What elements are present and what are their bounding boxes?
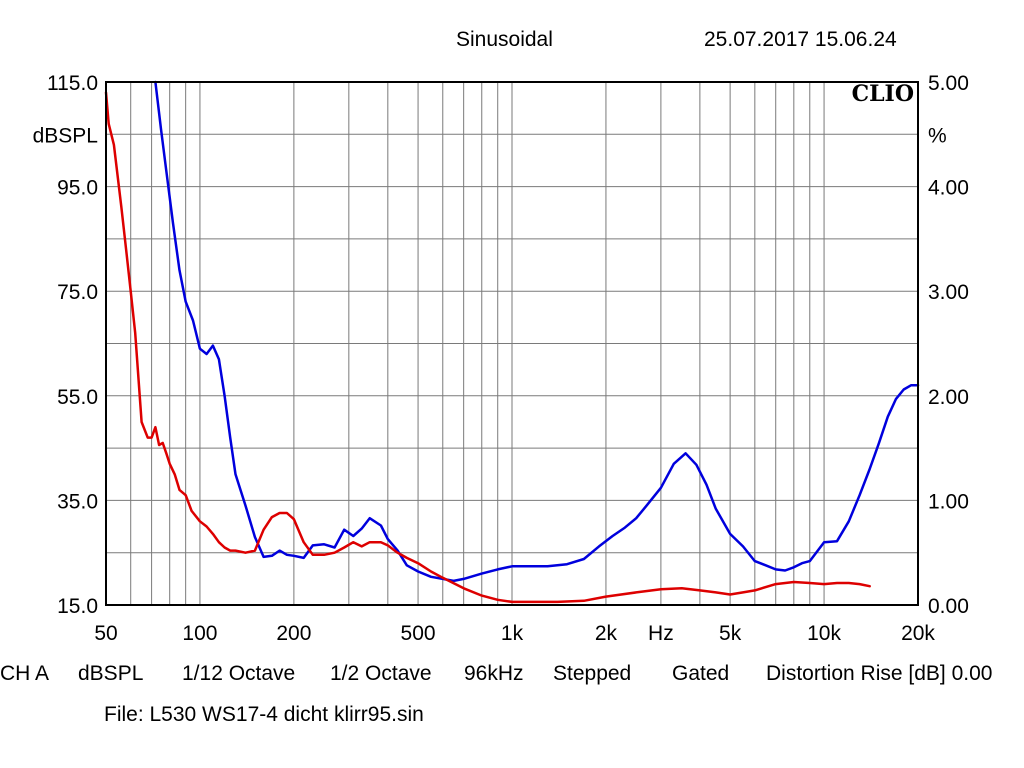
y-right-tick-label: 2.00 <box>928 386 969 409</box>
setting-smoothing: 1/12 Octave <box>182 662 296 685</box>
x-tick-label: 100 <box>182 622 217 645</box>
setting-resolution: 1/2 Octave <box>330 662 432 685</box>
x-tick-label: 2k <box>595 622 618 645</box>
y-right-tick-label: 4.00 <box>928 177 969 200</box>
x-tick-label: 1k <box>501 622 524 645</box>
y-right-tick-label: 5.00 <box>928 72 969 95</box>
setting-sample-rate: 96kHz <box>464 662 524 685</box>
y-left-tick-label: 115.0 <box>47 72 98 95</box>
series-line-1 <box>154 80 920 583</box>
file-name: File: L530 WS17-4 dicht klirr95.sin <box>104 703 424 726</box>
setting-distortion-rise: Distortion Rise [dB] 0.00 <box>766 662 993 685</box>
series-line-2 <box>104 91 871 604</box>
setting-units: dBSPL <box>78 662 144 685</box>
y-right-tick-label: 0.00 <box>928 595 969 618</box>
y-left-tick-label: 55.0 <box>57 386 98 409</box>
y-left-tick-label: 35.0 <box>57 490 98 513</box>
y-right-tick-label: 1.00 <box>928 490 969 513</box>
plot-frame <box>105 81 919 606</box>
setting-channel: CH A <box>0 662 50 685</box>
y-left-tick-label: 75.0 <box>57 281 98 304</box>
footer-settings: CH A dBSPL 1/12 Octave 1/2 Octave 96kHz … <box>0 662 1024 690</box>
clio-logo: CLIO <box>852 81 914 107</box>
x-tick-label: 10k <box>807 622 841 645</box>
y-left-tick-label: 15.0 <box>57 595 98 618</box>
x-tick-label: 5k <box>719 622 742 645</box>
setting-mode: Stepped <box>553 662 632 685</box>
x-tick-label: 200 <box>276 622 311 645</box>
y-left-axis-label: dBSPL <box>33 124 98 147</box>
x-tick-label: 20k <box>901 622 935 645</box>
y-right-axis-label: % <box>928 124 947 147</box>
setting-gating: Gated <box>672 662 730 685</box>
x-tick-label: 500 <box>401 622 436 645</box>
y-left-tick-label: 95.0 <box>57 177 98 200</box>
x-tick-label: Hz <box>648 622 674 645</box>
x-tick-label: 50 <box>94 622 117 645</box>
chart-title: Sinusoidal <box>456 28 553 51</box>
y-right-tick-label: 3.00 <box>928 281 969 304</box>
chart-timestamp: 25.07.2017 15.06.24 <box>704 28 897 51</box>
